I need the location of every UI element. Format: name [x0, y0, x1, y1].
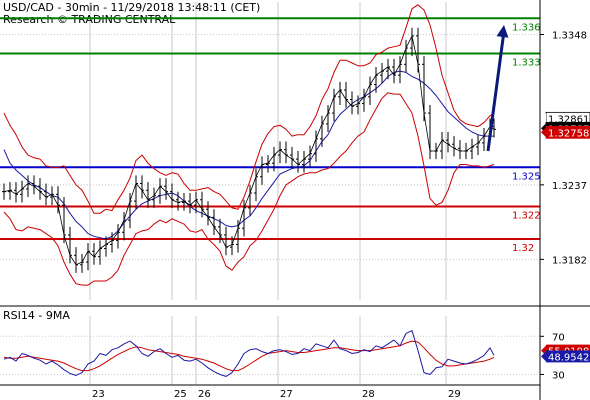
level-label-1.333: 1.333: [512, 57, 541, 68]
time-tick-26: 26: [198, 389, 211, 400]
rsi-tag-box: [546, 350, 590, 363]
price-axis: 1.3348 1.3237 1.3182: [540, 31, 587, 266]
chart-subtitle: Research © TRADING CENTRAL: [3, 13, 176, 26]
forecast-arrow: [486, 25, 509, 152]
main-grid: [0, 2, 540, 300]
price-tag-label: 1.32861: [548, 114, 589, 125]
bollinger-lower-line: [3, 92, 495, 286]
price-tick-label: 1.3237: [552, 181, 587, 192]
rsi-ma-line: [3, 340, 495, 372]
rsi-tick-label: 70: [552, 332, 565, 343]
level-label-1.322: 1.322: [512, 211, 541, 222]
rsi-grid: [0, 316, 540, 384]
price-tag-label: 1.32758: [548, 128, 589, 139]
time-tick-29: 29: [448, 389, 461, 400]
rsi-axis: 70 30: [540, 332, 565, 381]
rsi-tags: 55.019848.9542: [541, 344, 590, 363]
time-tick-28: 28: [362, 389, 375, 400]
rsi-series: [3, 330, 495, 377]
rsi-tick-label: 30: [552, 370, 565, 381]
price-tag-pointer: [541, 127, 546, 138]
level-label-1.32: 1.32: [512, 243, 534, 254]
rsi-line: [3, 330, 495, 377]
main-series: [2, 4, 496, 286]
chart-title: USD/CAD - 30min - 11/29/2018 13:48:11 (C…: [3, 1, 260, 14]
bollinger-upper-line: [3, 4, 495, 214]
price-tick-label: 1.3182: [552, 255, 587, 266]
time-tick-27: 27: [280, 389, 293, 400]
time-axis: 23 25 26 27 28 29: [92, 389, 461, 400]
price-line: [3, 35, 495, 266]
time-tick-23: 23: [92, 389, 105, 400]
time-tick-25: 25: [174, 389, 187, 400]
rsi-tag-pointer: [541, 351, 546, 362]
moving-average-line: [3, 70, 494, 240]
forecast-arrow-shaft: [486, 30, 506, 152]
level-label-1.325: 1.325: [512, 171, 541, 182]
level-lines: 1.336 1.333 1.325 1.322 1.32: [0, 17, 541, 254]
price-tick-label: 1.3348: [552, 31, 587, 42]
rsi-title: RSI14 - 9MA: [3, 309, 70, 322]
price-tag-pointer: [541, 113, 546, 124]
forecast-arrow-head: [496, 25, 509, 38]
level-label-1.336: 1.336: [512, 22, 541, 33]
rsi-tag-label: 48.9542: [548, 352, 589, 363]
